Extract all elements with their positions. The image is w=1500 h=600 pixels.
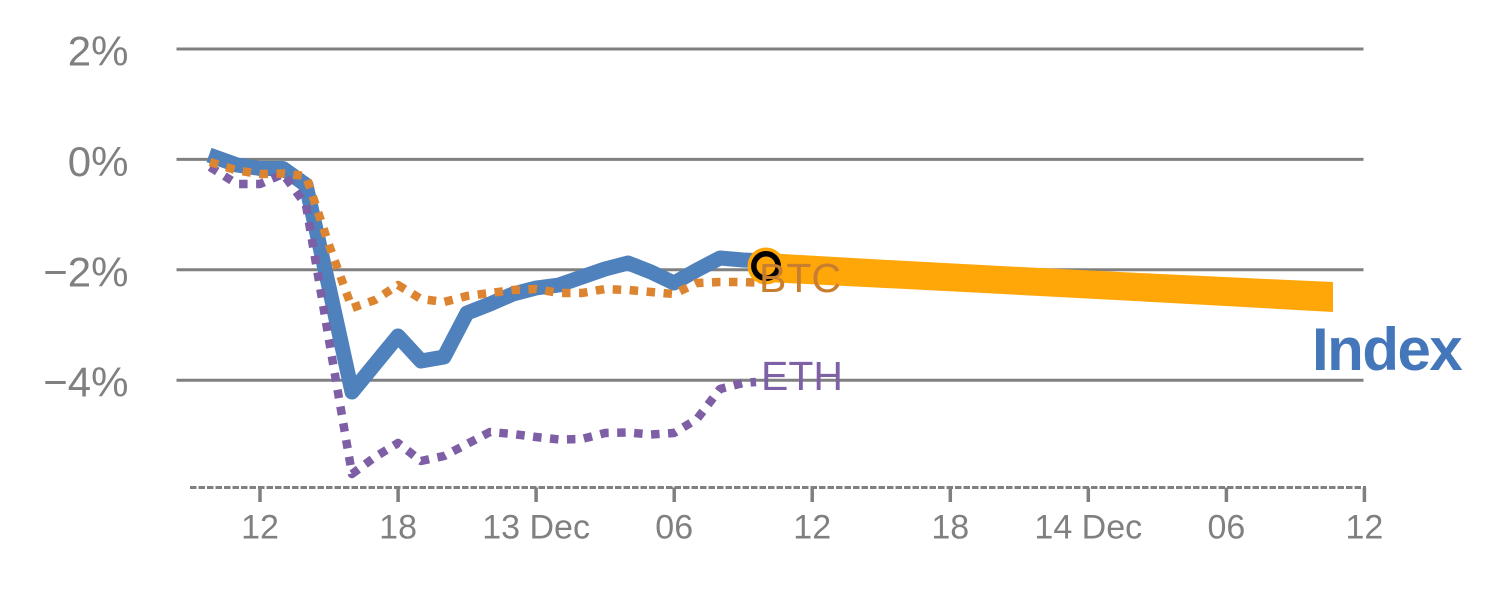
svg-text:12: 12 xyxy=(793,509,831,547)
svg-text:2%: 2% xyxy=(68,28,129,75)
svg-text:18: 18 xyxy=(379,509,417,547)
svg-text:06: 06 xyxy=(1207,509,1245,547)
svg-text:ETH: ETH xyxy=(761,353,843,399)
svg-text:12: 12 xyxy=(241,509,279,547)
svg-text:12: 12 xyxy=(1345,509,1383,547)
svg-text:18: 18 xyxy=(931,509,969,547)
svg-text:13 Dec: 13 Dec xyxy=(482,509,590,547)
svg-text:−2%: −2% xyxy=(43,248,128,295)
svg-text:0%: 0% xyxy=(68,138,129,185)
svg-text:BTC: BTC xyxy=(759,255,841,301)
svg-text:06: 06 xyxy=(655,509,693,547)
svg-text:Index: Index xyxy=(1312,316,1462,383)
svg-text:14 Dec: 14 Dec xyxy=(1034,509,1142,547)
svg-text:−4%: −4% xyxy=(43,359,128,406)
